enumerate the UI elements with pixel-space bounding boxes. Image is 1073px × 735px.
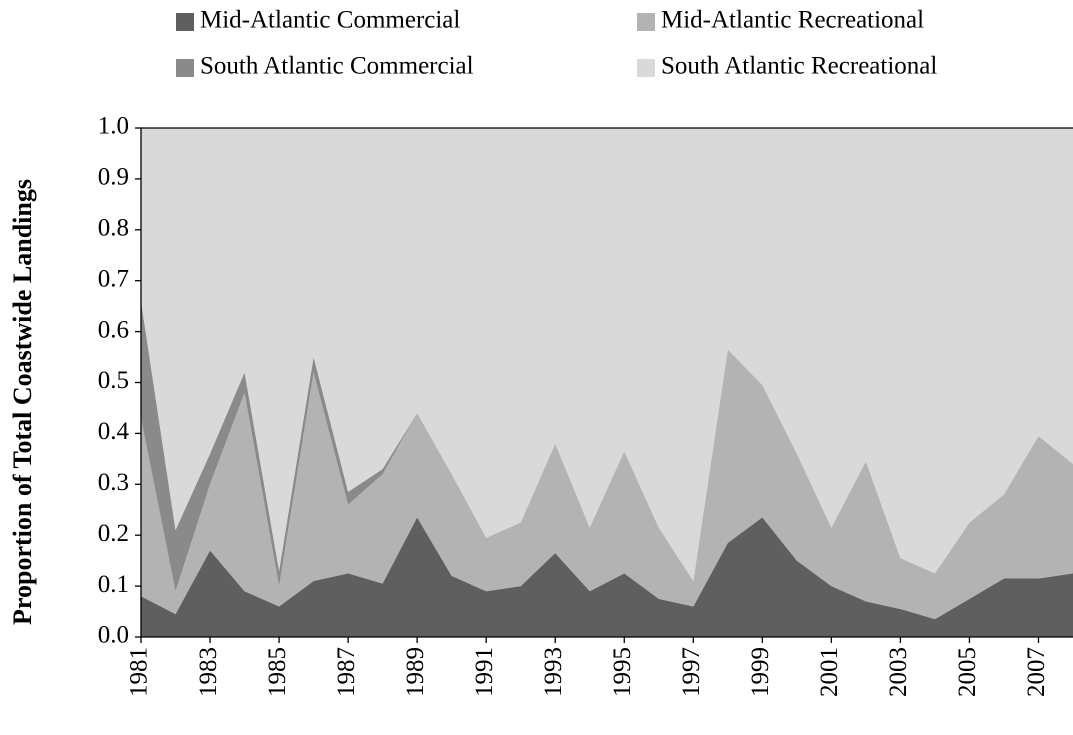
y-axis-label: Proportion of Total Coastwide Landings [8, 179, 37, 625]
y-tick-label: 0.8 [98, 215, 129, 242]
x-tick-label: 2001 [816, 647, 843, 697]
legend-label: South Atlantic Commercial [200, 53, 474, 80]
legend-swatch [176, 13, 194, 31]
y-tick-label: 0.3 [98, 469, 129, 496]
x-tick-label: 1991 [471, 647, 498, 697]
x-tick-label: 1985 [264, 647, 291, 697]
x-tick-label: 2005 [954, 647, 981, 697]
area [141, 349, 1073, 620]
area [141, 517, 1073, 637]
legend-item: South Atlantic Commercial [176, 53, 474, 80]
x-tick-label: 1987 [333, 647, 360, 697]
area [141, 128, 1073, 582]
x-tick-label: 2007 [1023, 647, 1050, 697]
y-tick-label: 0.0 [98, 622, 129, 649]
y-tick-label: 0.7 [98, 265, 129, 292]
x-tick-label: 1997 [678, 647, 705, 697]
legend-label: South Atlantic Recreational [661, 53, 937, 80]
legend-swatch [176, 59, 194, 77]
y-tick-label: 0.9 [98, 164, 129, 191]
legend-swatch [637, 59, 655, 77]
x-tick-label: 1993 [540, 647, 567, 697]
legend-label: Mid-Atlantic Commercial [200, 7, 460, 34]
y-tick-label: 0.4 [98, 418, 130, 445]
x-tick-label: 1981 [126, 647, 153, 697]
x-tick-label: 1995 [609, 647, 636, 697]
legend-swatch [637, 13, 655, 31]
legend-label: Mid-Atlantic Recreational [661, 7, 924, 34]
legend-item: South Atlantic Recreational [637, 53, 937, 80]
y-tick-label: 0.6 [98, 316, 129, 343]
legend-item: Mid-Atlantic Commercial [176, 7, 460, 34]
x-tick-label: 2003 [885, 647, 912, 697]
y-tick-label: 0.1 [98, 571, 129, 598]
y-tick-label: 0.5 [98, 367, 129, 394]
x-tick-label: 1999 [747, 647, 774, 697]
y-tick-label: 1.0 [98, 113, 129, 140]
x-tick-label: 1983 [195, 647, 222, 697]
x-tick-label: 1989 [402, 647, 429, 697]
legend-item: Mid-Atlantic Recreational [637, 7, 924, 34]
y-tick-label: 0.2 [98, 520, 129, 547]
